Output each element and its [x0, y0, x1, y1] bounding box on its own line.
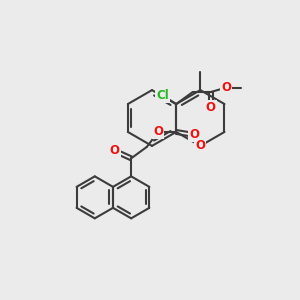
Text: O: O [195, 140, 205, 152]
Text: O: O [189, 128, 199, 141]
Text: O: O [110, 144, 120, 157]
Text: Cl: Cl [156, 89, 169, 102]
Text: O: O [221, 81, 231, 94]
Text: O: O [206, 101, 216, 114]
Text: O: O [153, 125, 163, 139]
